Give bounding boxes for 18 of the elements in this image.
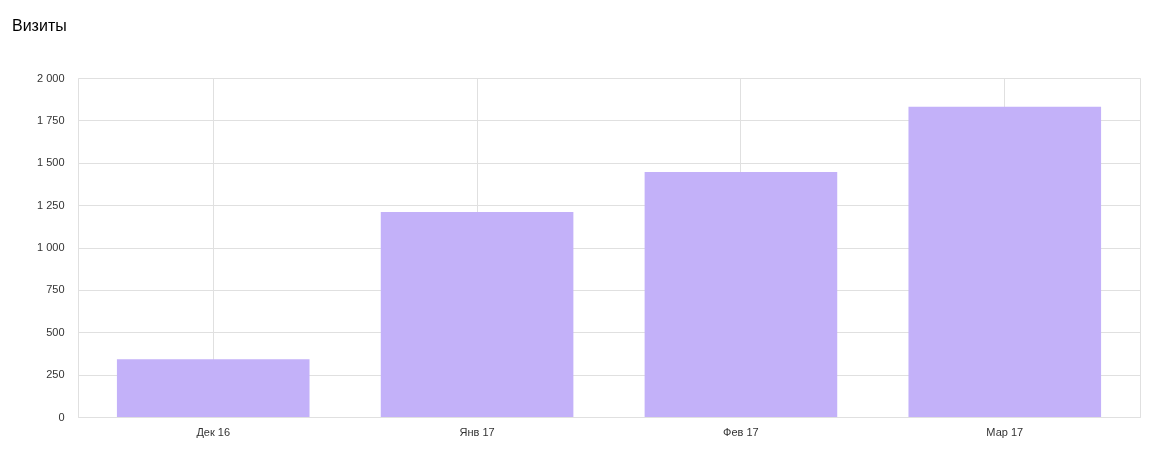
y-tick-label: 500 [46,325,65,338]
x-tick-label: Янв 17 [459,425,495,438]
bar [644,172,838,417]
y-tick-label: 250 [46,368,65,381]
y-tick-label: 2 000 [36,71,65,84]
y-tick-label: 1 750 [36,113,65,126]
y-tick-label: 1 250 [36,198,65,211]
bar [116,359,310,417]
x-tick-label: Фев 17 [723,425,759,438]
x-tick-label: Мар 17 [986,425,1024,438]
y-tick-label: 0 [58,410,65,423]
y-tick-label: 750 [46,283,65,296]
bar [380,211,574,417]
y-tick-label: 1 500 [36,156,65,169]
y-tick-label: 1 000 [36,241,65,253]
chart-title: Визиты [12,17,67,34]
bar [908,106,1102,417]
x-tick-label: Дек 16 [196,425,231,438]
